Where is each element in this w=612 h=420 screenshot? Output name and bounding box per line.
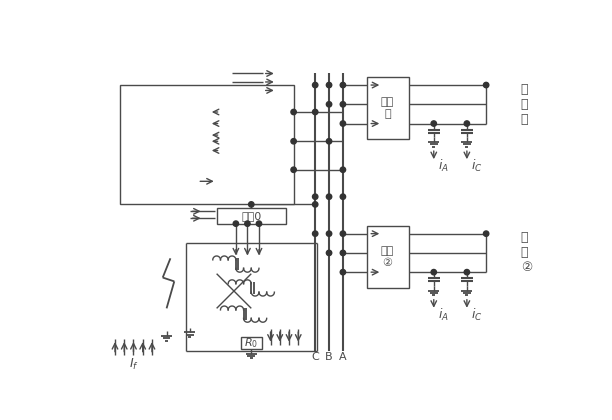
Circle shape [313, 202, 318, 207]
Circle shape [248, 202, 254, 207]
Circle shape [313, 82, 318, 88]
Circle shape [291, 139, 296, 144]
Text: B: B [325, 352, 333, 362]
Circle shape [340, 231, 346, 236]
Text: $R_0$: $R_0$ [244, 336, 258, 350]
Text: $i_A$: $i_A$ [438, 158, 449, 174]
Text: 线
路
②: 线 路 ② [521, 231, 532, 274]
Text: 开关
一: 开关 一 [381, 97, 394, 119]
Circle shape [313, 231, 318, 236]
Circle shape [431, 121, 436, 126]
Circle shape [340, 82, 346, 88]
Bar [217, 208, 286, 223]
Text: 开关
②: 开关 ② [381, 246, 394, 268]
Circle shape [291, 109, 296, 115]
Circle shape [326, 139, 332, 144]
Circle shape [483, 82, 489, 88]
Text: $i_C$: $i_C$ [471, 158, 482, 174]
Circle shape [464, 270, 469, 275]
Circle shape [340, 250, 346, 256]
Circle shape [326, 231, 332, 236]
Bar [367, 77, 409, 139]
Circle shape [245, 221, 250, 226]
Text: $i_C$: $i_C$ [471, 307, 482, 323]
Circle shape [326, 102, 332, 107]
Text: $I_f$: $I_f$ [129, 357, 138, 372]
Text: 线
路
一: 线 路 一 [521, 83, 528, 126]
Circle shape [256, 221, 262, 226]
Circle shape [340, 121, 346, 126]
Circle shape [291, 167, 296, 173]
Circle shape [326, 250, 332, 256]
Circle shape [483, 231, 489, 236]
Circle shape [313, 194, 318, 200]
Circle shape [326, 194, 332, 200]
Bar [367, 226, 409, 288]
Bar [241, 337, 262, 349]
Circle shape [233, 221, 239, 226]
Bar [121, 85, 294, 205]
Circle shape [340, 270, 346, 275]
Circle shape [326, 82, 332, 88]
Circle shape [340, 194, 346, 200]
Circle shape [431, 270, 436, 275]
Text: 开关0: 开关0 [241, 211, 261, 221]
Circle shape [313, 109, 318, 115]
Circle shape [340, 167, 346, 173]
Text: $i_A$: $i_A$ [438, 307, 449, 323]
Circle shape [464, 121, 469, 126]
Text: C: C [312, 352, 319, 362]
Circle shape [340, 102, 346, 107]
Text: A: A [339, 352, 347, 362]
